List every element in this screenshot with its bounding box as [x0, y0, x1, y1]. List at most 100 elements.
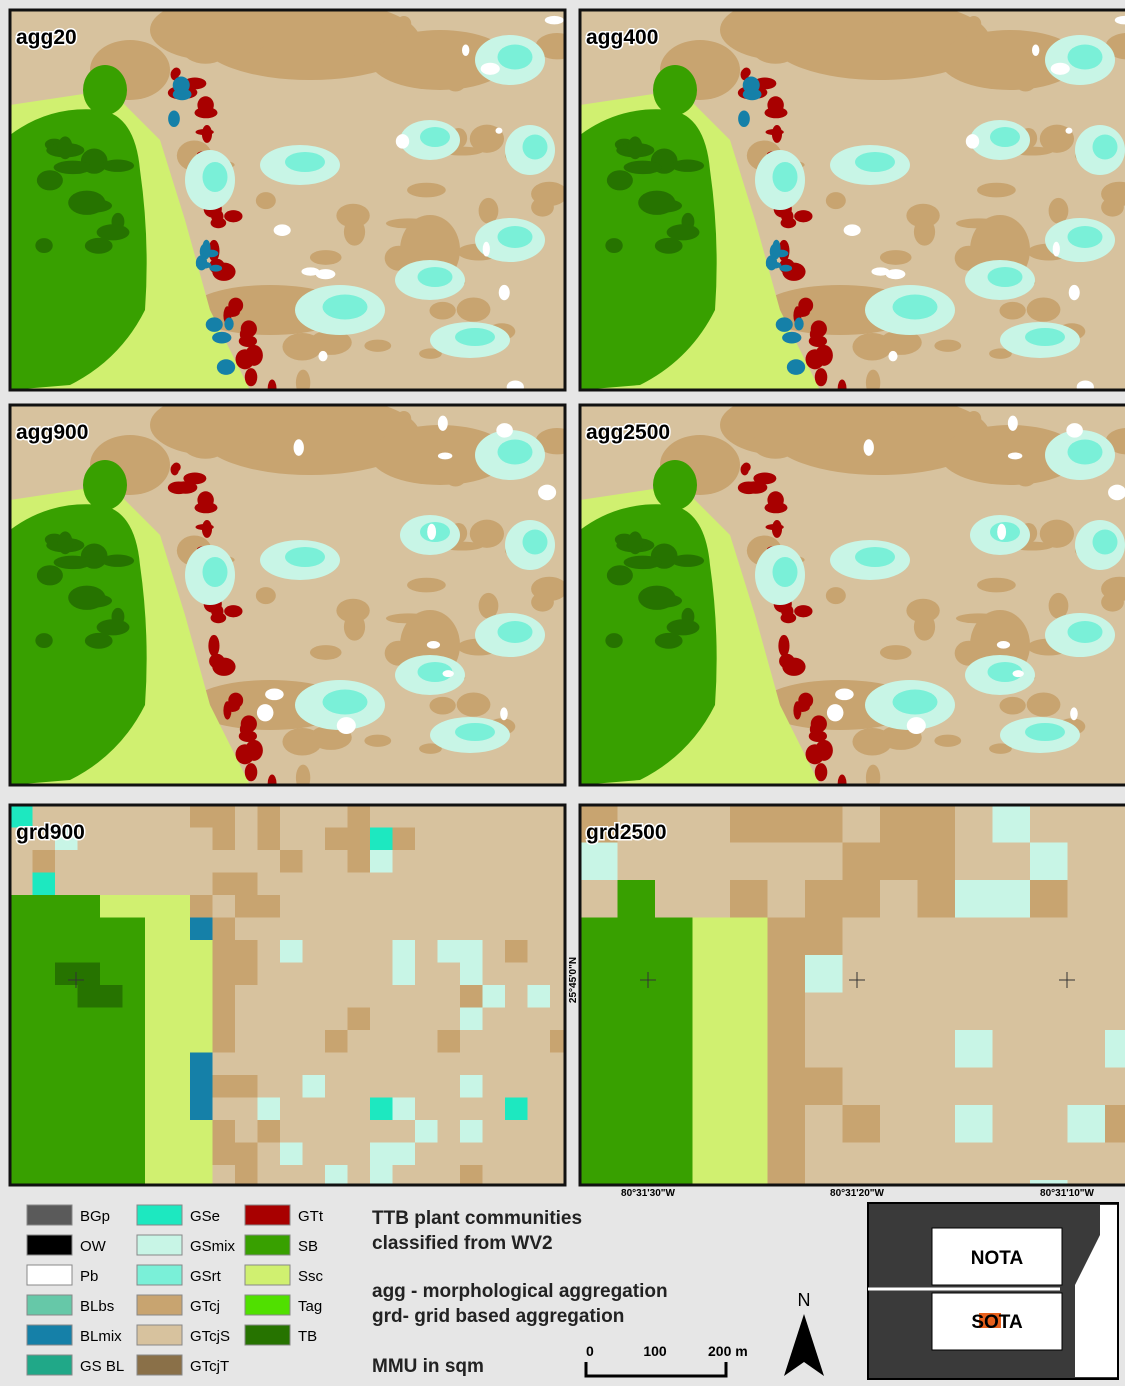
- map-patch: [773, 162, 798, 192]
- grid-cell: [460, 1053, 483, 1076]
- map-patch: [772, 240, 780, 257]
- grid-cell: [1030, 993, 1068, 1031]
- grid-cell: [258, 1008, 281, 1031]
- map-patch: [386, 613, 431, 623]
- map-patch: [364, 340, 391, 352]
- map-patch: [1070, 707, 1078, 720]
- grid-cell: [955, 993, 993, 1031]
- grid-cell: [655, 918, 693, 956]
- grid-cell: [438, 1120, 461, 1143]
- grid-cell: [348, 1030, 371, 1053]
- grid-cell: [768, 918, 806, 956]
- map-patch: [479, 593, 499, 619]
- map-patch: [455, 328, 495, 346]
- grid-cell: [805, 1030, 843, 1068]
- grid-cell: [123, 1008, 146, 1031]
- legend-swatch: [137, 1235, 182, 1255]
- grid-cell: [505, 985, 528, 1008]
- map-panel: [10, 0, 578, 397]
- grid-cell: [145, 1030, 168, 1053]
- map-patch: [605, 633, 622, 648]
- grid-cell: [528, 1075, 551, 1098]
- map-patch: [203, 557, 228, 587]
- grid-cell: [280, 940, 303, 963]
- map-patch: [671, 160, 704, 172]
- grid-cell: [415, 1053, 438, 1076]
- grid-cell: [100, 1098, 123, 1121]
- grid-cell: [325, 1075, 348, 1098]
- grid-cell: [768, 843, 806, 881]
- map-patch: [1068, 45, 1103, 70]
- grid-cell: [190, 985, 213, 1008]
- grid-cell: [303, 918, 326, 941]
- grid-cell: [415, 918, 438, 941]
- map-patch: [323, 690, 368, 715]
- grid-cell: [505, 1098, 528, 1121]
- longitude-label: 80°31'30"W: [621, 1188, 675, 1199]
- grid-cell: [993, 805, 1031, 843]
- grid-cell: [190, 850, 213, 873]
- grid-cell: [145, 985, 168, 1008]
- grid-cell: [213, 985, 236, 1008]
- map-patch: [336, 599, 369, 623]
- grid-cell: [528, 1030, 551, 1053]
- grid-cell: [955, 1105, 993, 1143]
- grid-cell: [280, 1143, 303, 1166]
- map-panel: [10, 395, 578, 792]
- grid-cell: [730, 1143, 768, 1181]
- grid-cell: [303, 1008, 326, 1031]
- grid-cell: [693, 805, 731, 843]
- grid-cell: [258, 1143, 281, 1166]
- grid-cell: [168, 1075, 191, 1098]
- grid-cell: [393, 1053, 416, 1076]
- grid-cell: [303, 940, 326, 963]
- grid-cell: [1068, 1105, 1106, 1143]
- grid-cell: [1030, 1143, 1068, 1181]
- grid-cell: [348, 895, 371, 918]
- map-patch: [498, 440, 533, 465]
- map-patch: [265, 291, 284, 307]
- grid-cell: [325, 918, 348, 941]
- grid-cell: [145, 940, 168, 963]
- grid-cell: [100, 918, 123, 941]
- grid-cell: [1068, 805, 1106, 843]
- scale-label: 100: [643, 1343, 667, 1359]
- grid-cell: [415, 1098, 438, 1121]
- grid-cell: [1105, 955, 1125, 993]
- grid-cell: [993, 955, 1031, 993]
- grid-cell: [843, 805, 881, 843]
- grid-cell: [10, 1075, 33, 1098]
- grid-cell: [393, 963, 416, 986]
- grid-cell: [213, 873, 236, 896]
- map-patch: [265, 689, 284, 701]
- grid-cell: [1068, 843, 1106, 881]
- map-patch: [893, 295, 938, 320]
- grid-cell: [483, 918, 506, 941]
- grid-cell: [55, 940, 78, 963]
- map-patch: [97, 619, 130, 635]
- grid-cell: [213, 805, 236, 828]
- grid-cell: [528, 1008, 551, 1031]
- grid-cell: [33, 918, 56, 941]
- map-patch: [966, 134, 979, 148]
- grid-cell: [805, 880, 843, 918]
- map-patch: [906, 599, 939, 623]
- grid-cell: [123, 918, 146, 941]
- panel-label: grd2500: [586, 821, 667, 844]
- grid-cell: [168, 918, 191, 941]
- legend-swatch: [27, 1265, 72, 1285]
- grid-cell: [505, 1143, 528, 1166]
- grid-cell: [10, 873, 33, 896]
- grid-cell: [370, 1098, 393, 1121]
- grid-cell: [348, 850, 371, 873]
- grid-cell: [880, 993, 918, 1031]
- map-patch: [753, 472, 776, 484]
- map-patch: [443, 459, 468, 487]
- map-patch: [766, 524, 784, 530]
- map-patch: [310, 250, 342, 265]
- grid-cell: [505, 805, 528, 828]
- grid-cell: [235, 1075, 258, 1098]
- grid-cell: [370, 895, 393, 918]
- map-patch: [523, 530, 548, 555]
- grid-cell: [348, 1143, 371, 1166]
